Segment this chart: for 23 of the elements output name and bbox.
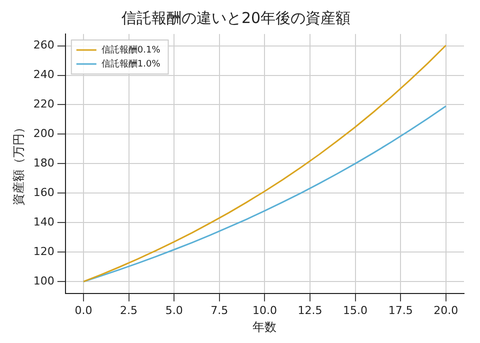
- y-tick-label: 200: [33, 127, 54, 140]
- y-tick-label: 180: [33, 156, 54, 170]
- y-axis-title: 資産額（万円）: [11, 122, 26, 206]
- x-tick-label: 2.5: [120, 304, 138, 317]
- x-tick-label: 17.5: [388, 304, 413, 317]
- legend-label: 信託報酬1.0%: [101, 58, 161, 70]
- x-tick-label: 0.0: [74, 304, 92, 317]
- y-tick-label: 160: [33, 186, 54, 200]
- y-tick-label: 120: [33, 244, 54, 258]
- y-tick-label: 220: [33, 98, 54, 111]
- x-tick-label: 7.5: [210, 304, 228, 317]
- x-tick-label: 10.0: [252, 304, 277, 317]
- legend-label: 信託報酬0.1%: [101, 44, 161, 56]
- y-tick-label: 240: [33, 68, 54, 82]
- chart-title: 信託報酬の違いと20年後の資産額: [121, 8, 351, 27]
- x-axis-title: 年数: [252, 320, 277, 334]
- x-tick-label: 12.5: [298, 304, 322, 317]
- y-tick-label: 260: [33, 38, 54, 52]
- x-tick-label: 5.0: [165, 304, 183, 317]
- x-tick-label: 15.0: [343, 304, 368, 317]
- y-tick-label: 100: [33, 274, 54, 288]
- x-tick-label: 20.0: [434, 304, 458, 317]
- y-tick-label: 140: [33, 216, 54, 229]
